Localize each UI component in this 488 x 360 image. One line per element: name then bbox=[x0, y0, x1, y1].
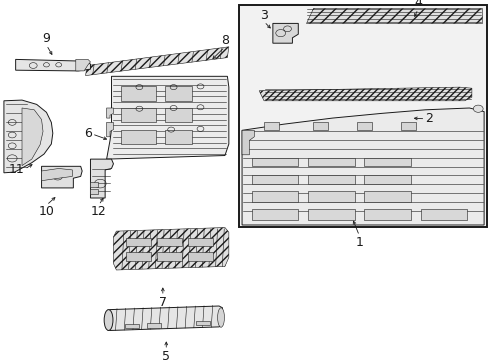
Polygon shape bbox=[106, 108, 113, 118]
Bar bbox=[307, 191, 354, 202]
Circle shape bbox=[472, 105, 482, 112]
Polygon shape bbox=[106, 76, 228, 159]
Text: 6: 6 bbox=[84, 127, 92, 140]
Polygon shape bbox=[90, 182, 98, 187]
Text: 12: 12 bbox=[91, 205, 106, 218]
Polygon shape bbox=[113, 228, 228, 270]
Ellipse shape bbox=[104, 310, 113, 330]
Polygon shape bbox=[305, 8, 481, 23]
Text: 7: 7 bbox=[159, 296, 166, 309]
Polygon shape bbox=[85, 47, 228, 76]
Bar bbox=[364, 191, 410, 202]
Polygon shape bbox=[356, 122, 371, 130]
Polygon shape bbox=[16, 59, 90, 71]
Bar bbox=[146, 323, 161, 328]
Bar bbox=[307, 175, 354, 184]
Polygon shape bbox=[242, 108, 483, 225]
Bar bbox=[157, 252, 182, 261]
Bar bbox=[195, 321, 210, 325]
Bar bbox=[251, 158, 298, 166]
Polygon shape bbox=[4, 100, 53, 173]
Bar bbox=[157, 238, 182, 246]
Bar bbox=[251, 191, 298, 202]
Polygon shape bbox=[264, 122, 278, 130]
Text: 1: 1 bbox=[355, 236, 363, 249]
Text: 4: 4 bbox=[413, 0, 421, 9]
Text: 5: 5 bbox=[162, 350, 170, 360]
Bar bbox=[238, 5, 486, 227]
Bar bbox=[124, 324, 139, 328]
Bar bbox=[188, 238, 212, 246]
Polygon shape bbox=[22, 108, 43, 166]
Text: 9: 9 bbox=[42, 32, 50, 45]
Bar bbox=[364, 175, 410, 184]
Bar bbox=[126, 252, 150, 261]
Bar bbox=[165, 130, 192, 144]
Bar bbox=[121, 108, 156, 122]
Bar bbox=[165, 108, 192, 122]
Text: 3: 3 bbox=[260, 9, 267, 22]
Polygon shape bbox=[106, 306, 222, 330]
Polygon shape bbox=[90, 189, 98, 194]
Bar bbox=[121, 86, 156, 101]
Bar bbox=[251, 175, 298, 184]
Bar bbox=[307, 158, 354, 166]
Text: 11: 11 bbox=[9, 163, 24, 176]
Polygon shape bbox=[106, 122, 113, 137]
Polygon shape bbox=[41, 166, 82, 188]
Bar bbox=[121, 130, 156, 144]
Bar bbox=[188, 252, 212, 261]
Bar bbox=[126, 238, 150, 246]
Polygon shape bbox=[272, 23, 298, 43]
Polygon shape bbox=[41, 168, 72, 181]
Text: 8: 8 bbox=[221, 34, 228, 47]
Polygon shape bbox=[259, 87, 471, 101]
Polygon shape bbox=[90, 159, 113, 198]
Bar bbox=[165, 86, 192, 101]
Text: 2: 2 bbox=[425, 112, 432, 125]
Text: 10: 10 bbox=[39, 205, 54, 218]
Bar bbox=[251, 209, 298, 220]
Bar bbox=[364, 158, 410, 166]
Polygon shape bbox=[242, 130, 254, 155]
Polygon shape bbox=[400, 122, 415, 130]
Polygon shape bbox=[312, 122, 327, 130]
Bar bbox=[420, 209, 466, 220]
Bar bbox=[307, 209, 354, 220]
Polygon shape bbox=[76, 59, 90, 71]
Bar bbox=[364, 209, 410, 220]
Ellipse shape bbox=[217, 308, 224, 327]
